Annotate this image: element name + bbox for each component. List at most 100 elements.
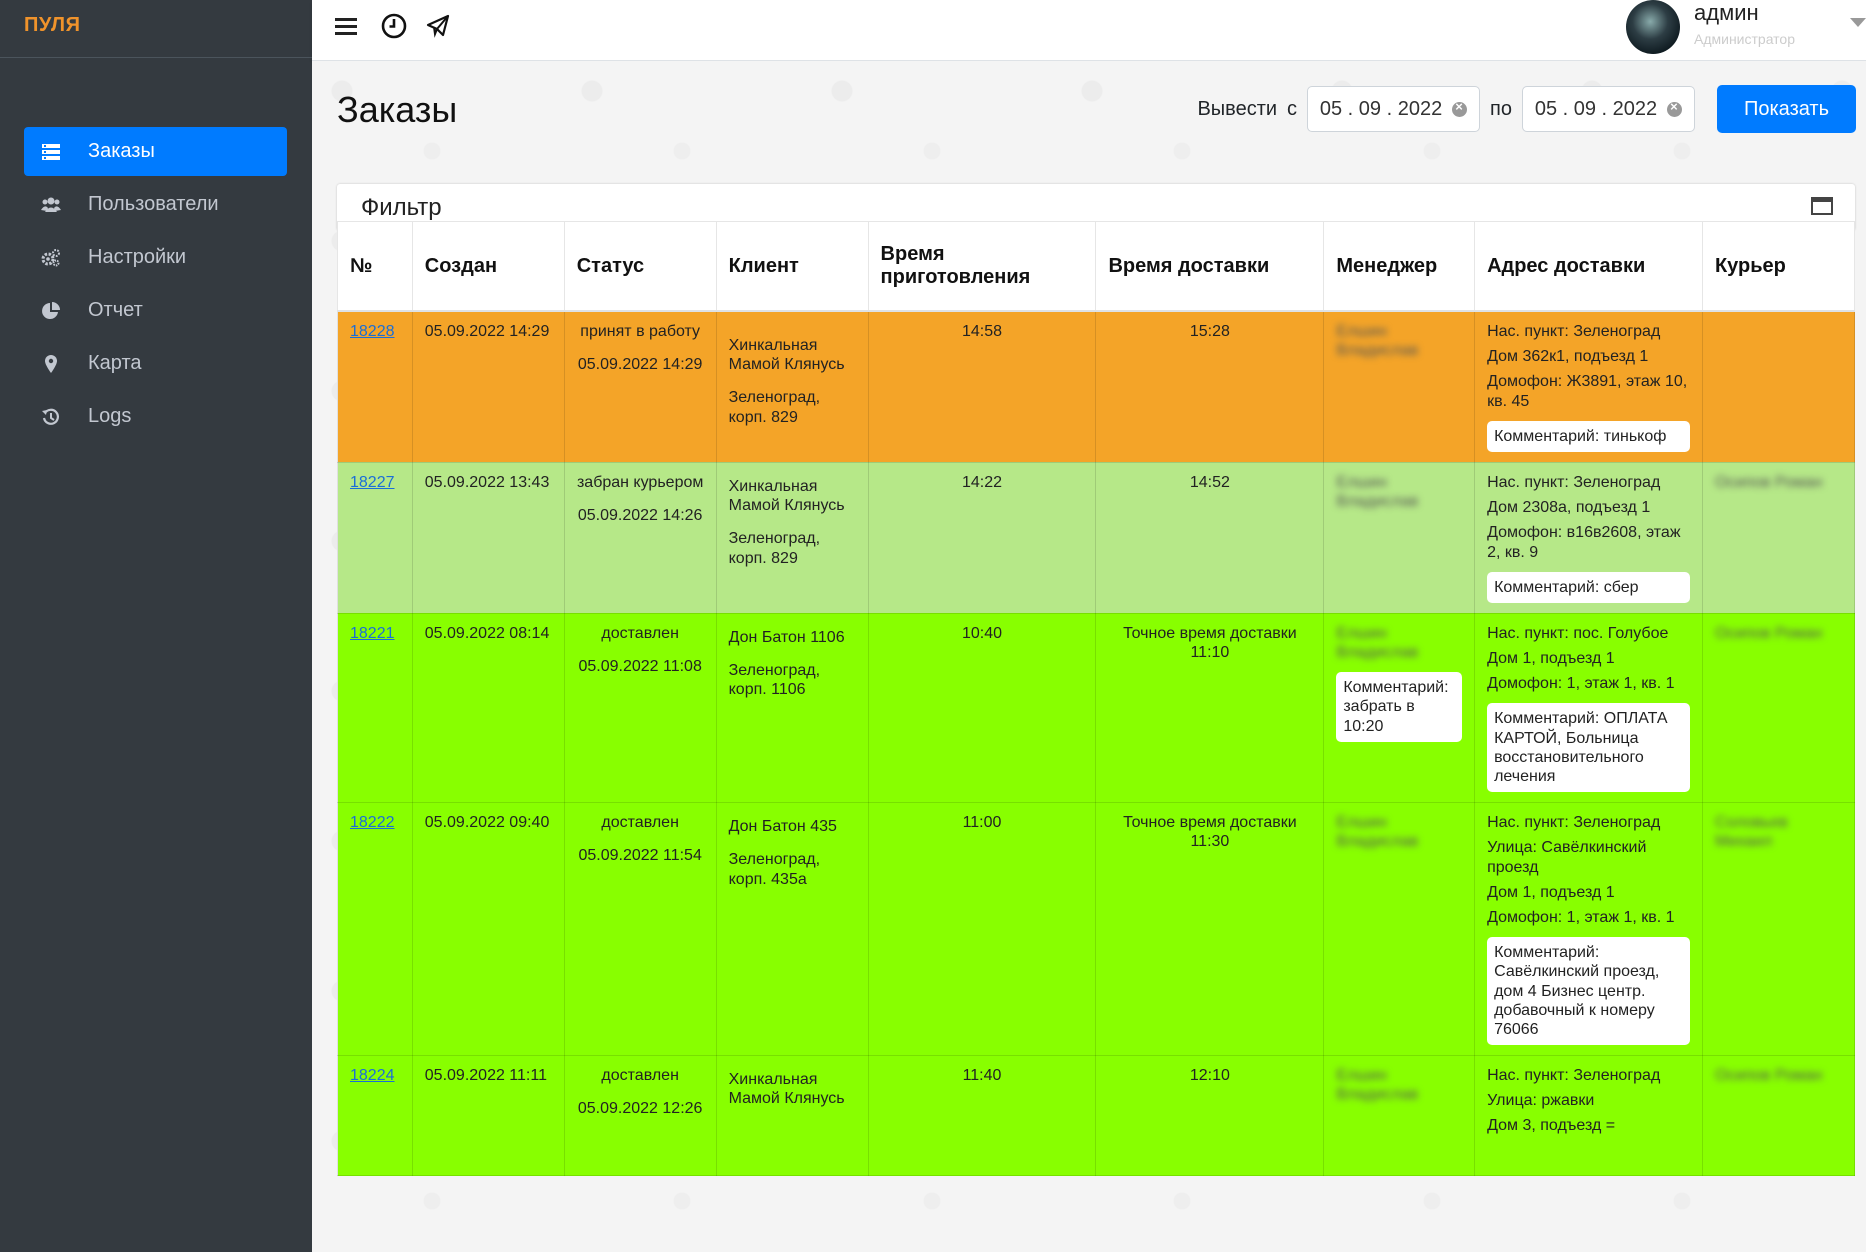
clear-icon[interactable] bbox=[1667, 99, 1683, 117]
order-link[interactable]: 18221 bbox=[350, 624, 395, 642]
manager-comment: Комментарий: забрать в 10:20 bbox=[1336, 672, 1463, 742]
col-header-status[interactable]: Статус bbox=[563, 221, 717, 312]
sidebar-item-users[interactable]: Пользователи bbox=[24, 180, 287, 229]
table-row[interactable]: 18228 05.09.2022 14:29 принят в работу 0… bbox=[337, 310, 1856, 463]
manager-name: Елшин Владислав bbox=[1336, 473, 1419, 511]
filter-title: Фильтр bbox=[361, 194, 442, 221]
client-cell: Хинкальная Мамой Клянусь Зеленоград, кор… bbox=[715, 310, 869, 463]
maximize-icon[interactable] bbox=[1811, 197, 1833, 215]
client-address: Зеленоград, корп. 829 bbox=[728, 389, 821, 426]
client-cell: Хинкальная Мамой Клянусь bbox=[715, 1055, 869, 1177]
status-time: 05.09.2022 11:08 bbox=[578, 658, 702, 676]
sidebar-item-orders[interactable]: Заказы bbox=[24, 127, 287, 176]
address-line: Домофон: в16в2608, этаж 2, кв. 9 bbox=[1487, 524, 1681, 561]
courier-cell: Соловьев Михаил bbox=[1701, 802, 1856, 1057]
history-icon bbox=[40, 406, 62, 428]
pie-chart-icon bbox=[40, 300, 62, 322]
address-cell: Нас. пункт: Зеленоград Улица: Савёлкинск… bbox=[1474, 802, 1703, 1057]
sidebar-menu: Заказы Пользователи Настройки Отчет Карт… bbox=[24, 127, 287, 445]
address-line: Улица: ржавки bbox=[1487, 1092, 1595, 1110]
address-cell: Нас. пункт: пос. Голубое Дом 1, подъезд … bbox=[1474, 612, 1703, 804]
clear-icon[interactable] bbox=[1452, 99, 1468, 117]
show-button[interactable]: Показать bbox=[1717, 85, 1856, 133]
manager-cell: Елшин Владислав bbox=[1323, 802, 1476, 1057]
from-label: с bbox=[1287, 97, 1298, 120]
sidebar-item-label: Logs bbox=[88, 405, 132, 427]
client-cell: Дон Батон 435 Зеленоград, корп. 435а bbox=[715, 802, 869, 1057]
address-line: Домофон: Ж3891, этаж 10, кв. 45 bbox=[1487, 373, 1688, 410]
courier-cell bbox=[1701, 310, 1856, 463]
courier-name: Осипов Роман bbox=[1714, 473, 1823, 491]
client-address: Зеленоград, корп. 829 bbox=[728, 530, 821, 567]
col-header-client[interactable]: Клиент bbox=[715, 221, 869, 312]
prep-time-cell: 11:40 bbox=[867, 1055, 1097, 1177]
order-link[interactable]: 18227 bbox=[350, 473, 395, 491]
order-number-cell: 18228 bbox=[337, 310, 413, 463]
list-icon bbox=[40, 141, 62, 163]
col-header-manager[interactable]: Менеджер bbox=[1323, 221, 1476, 312]
manager-cell: Елшин Владислав bbox=[1323, 461, 1476, 614]
col-header-delivery-time[interactable]: Время доставки bbox=[1095, 221, 1325, 312]
client-name: Дон Батон 1106 bbox=[728, 628, 845, 646]
address-comment: Комментарий: Савёлкинский проезд, дом 4 … bbox=[1487, 937, 1690, 1046]
courier-name: Соловьев Михаил bbox=[1714, 814, 1788, 851]
created-cell: 05.09.2022 09:40 bbox=[411, 802, 565, 1057]
menu-icon[interactable] bbox=[332, 12, 360, 40]
address-line: Дом 1, подъезд 1 bbox=[1487, 650, 1615, 668]
order-link[interactable]: 18222 bbox=[350, 814, 395, 832]
user-menu[interactable]: админ Администратор bbox=[1626, 0, 1866, 58]
table-row[interactable]: 18227 05.09.2022 13:43 забран курьером 0… bbox=[337, 461, 1856, 614]
address-line: Домофон: 1, этаж 1, кв. 1 bbox=[1487, 675, 1675, 693]
col-header-prep-time[interactable]: Время приготовления bbox=[867, 221, 1097, 312]
sidebar-item-report[interactable]: Отчет bbox=[24, 286, 287, 335]
avatar[interactable] bbox=[1626, 0, 1680, 54]
user-name: админ bbox=[1694, 0, 1759, 25]
sidebar-item-label: Настройки bbox=[88, 246, 187, 268]
users-icon bbox=[40, 194, 62, 216]
telegram-icon[interactable] bbox=[424, 12, 452, 40]
sidebar-item-settings[interactable]: Настройки bbox=[24, 233, 287, 282]
prep-time-cell: 14:22 bbox=[867, 461, 1097, 614]
page-title: Заказы bbox=[337, 89, 458, 130]
address-comment: Комментарий: тинькоф bbox=[1487, 420, 1690, 452]
sidebar-item-label: Карта bbox=[88, 352, 142, 374]
courier-name: Осипов Роман bbox=[1714, 624, 1823, 642]
sidebar-item-map[interactable]: Карта bbox=[24, 339, 287, 388]
user-role: Администратор bbox=[1694, 31, 1796, 47]
col-header-courier[interactable]: Курьер bbox=[1701, 221, 1856, 312]
address-comment: Комментарий: ОПЛАТА КАРТОЙ, Больница вос… bbox=[1487, 703, 1690, 793]
created-cell: 05.09.2022 08:14 bbox=[411, 612, 565, 804]
status-text: забран курьером bbox=[576, 473, 704, 491]
to-label: по bbox=[1490, 97, 1512, 120]
clock-icon[interactable] bbox=[380, 12, 408, 40]
order-link[interactable]: 18224 bbox=[350, 1067, 395, 1085]
table-row[interactable]: 18224 05.09.2022 11:11 доставлен 05.09.2… bbox=[337, 1055, 1856, 1177]
address-line: Нас. пункт: Зеленоград bbox=[1487, 814, 1661, 832]
date-to-input[interactable]: 05 . 09 . 2022 bbox=[1522, 86, 1695, 132]
order-link[interactable]: 18228 bbox=[350, 323, 395, 340]
brand-logo[interactable]: ПУЛЯ bbox=[0, 0, 312, 58]
courier-cell: Осипов Роман bbox=[1701, 1055, 1856, 1177]
status-cell: забран курьером 05.09.2022 14:26 bbox=[563, 461, 717, 614]
address-cell: Нас. пункт: Зеленоград Улица: ржавки Дом… bbox=[1474, 1055, 1703, 1177]
date-from-input[interactable]: 05 . 09 . 2022 bbox=[1307, 86, 1481, 132]
col-header-address[interactable]: Адрес доставки bbox=[1474, 221, 1703, 312]
status-time: 05.09.2022 12:26 bbox=[577, 1100, 703, 1118]
col-header-created[interactable]: Создан bbox=[411, 221, 565, 312]
created-cell: 05.09.2022 14:29 bbox=[411, 310, 565, 463]
table-row[interactable]: 18222 05.09.2022 09:40 доставлен 05.09.2… bbox=[337, 802, 1856, 1057]
col-header-number[interactable]: № bbox=[337, 221, 413, 312]
address-cell: Нас. пункт: Зеленоград Дом 362к1, подъез… bbox=[1474, 310, 1703, 463]
status-cell: принят в работу 05.09.2022 14:29 bbox=[563, 310, 717, 463]
manager-name: Елшин Владислав bbox=[1336, 323, 1419, 360]
address-line: Дом 362к1, подъезд 1 bbox=[1487, 348, 1649, 366]
sidebar: ПУЛЯ Заказы Пользователи Настройки Отчет bbox=[0, 0, 312, 1252]
client-name: Хинкальная Мамой Клянусь bbox=[728, 477, 845, 515]
address-line: Дом 1, подъезд 1 bbox=[1487, 883, 1615, 901]
delivery-time-cell: Точное время доставки 11:30 bbox=[1095, 802, 1325, 1057]
status-text: доставлен bbox=[601, 624, 679, 642]
sidebar-item-logs[interactable]: Logs bbox=[24, 392, 287, 441]
table-row[interactable]: 18221 05.09.2022 08:14 доставлен 05.09.2… bbox=[337, 612, 1856, 804]
status-text: доставлен bbox=[601, 814, 679, 832]
chevron-down-icon[interactable] bbox=[1850, 18, 1866, 27]
